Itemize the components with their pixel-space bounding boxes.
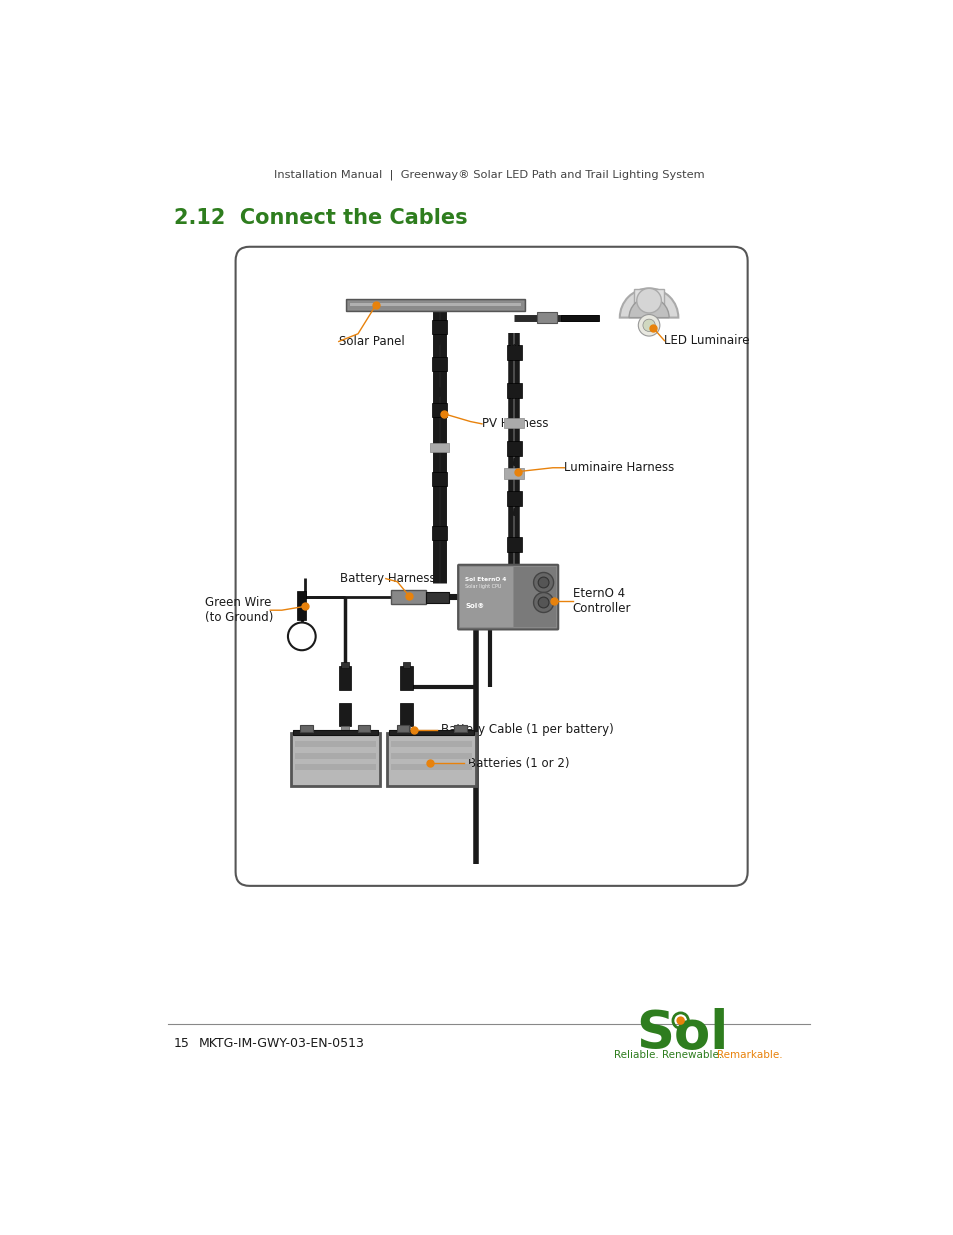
Bar — [454, 725, 466, 732]
Bar — [504, 417, 524, 429]
Bar — [506, 345, 521, 359]
Bar — [391, 590, 425, 604]
Bar — [432, 526, 447, 540]
Bar — [291, 734, 379, 785]
Text: Battery Harness: Battery Harness — [339, 572, 435, 585]
Bar — [506, 441, 521, 456]
Text: Green Wire
(to Ground): Green Wire (to Ground) — [205, 597, 273, 624]
Bar — [400, 703, 413, 726]
Text: EternO 4
Controller: EternO 4 Controller — [572, 587, 631, 615]
Circle shape — [676, 1016, 684, 1025]
Bar — [432, 320, 447, 333]
Text: Batteries (1 or 2): Batteries (1 or 2) — [468, 757, 569, 769]
Bar — [346, 299, 524, 311]
FancyBboxPatch shape — [235, 247, 747, 885]
Text: 15: 15 — [173, 1037, 190, 1050]
Bar — [402, 662, 410, 668]
Bar — [425, 592, 449, 603]
Bar — [430, 443, 449, 452]
Bar — [400, 667, 413, 689]
Bar — [391, 741, 472, 747]
Text: Sol®: Sol® — [464, 603, 484, 609]
Text: Solar light CPU: Solar light CPU — [464, 584, 501, 589]
Text: 2.12  Connect the Cables: 2.12 Connect the Cables — [173, 207, 467, 227]
Text: Remarkable.: Remarkable. — [716, 1050, 781, 1061]
Bar — [293, 730, 377, 735]
Bar — [338, 667, 351, 689]
Text: Sol: Sol — [636, 1008, 727, 1060]
Circle shape — [288, 622, 315, 651]
Bar — [506, 537, 521, 552]
Bar — [391, 752, 472, 758]
Text: PV Harness: PV Harness — [481, 417, 548, 430]
Bar — [341, 726, 349, 734]
Bar — [348, 300, 523, 310]
Text: Battery Cable (1 per battery): Battery Cable (1 per battery) — [440, 722, 614, 736]
Bar — [300, 725, 313, 732]
Bar — [537, 312, 557, 324]
Circle shape — [636, 288, 660, 312]
Text: MKTG-IM-GWY-03-EN-0513: MKTG-IM-GWY-03-EN-0513 — [198, 1037, 364, 1050]
Circle shape — [638, 315, 659, 336]
Bar — [396, 725, 409, 732]
Bar — [387, 734, 476, 785]
Bar — [506, 490, 521, 506]
Bar — [350, 303, 520, 306]
Bar — [357, 725, 370, 732]
Text: Solar Panel: Solar Panel — [338, 335, 404, 348]
Text: Installation Manual  |  Greenway® Solar LED Path and Trail Lighting System: Installation Manual | Greenway® Solar LE… — [274, 170, 703, 180]
Wedge shape — [619, 288, 678, 317]
Text: Reliable. Renewable.: Reliable. Renewable. — [614, 1050, 725, 1061]
Bar — [294, 752, 375, 758]
FancyBboxPatch shape — [457, 564, 558, 630]
Bar — [504, 468, 524, 478]
Text: LED Luminaire: LED Luminaire — [664, 335, 749, 347]
Bar — [297, 592, 306, 620]
Bar — [633, 289, 664, 312]
Circle shape — [537, 577, 548, 588]
Circle shape — [533, 593, 553, 613]
Bar — [432, 357, 447, 370]
Bar — [514, 567, 556, 627]
Bar — [432, 403, 447, 417]
Bar — [294, 764, 375, 771]
Bar — [506, 383, 521, 399]
Circle shape — [642, 319, 655, 331]
Bar — [341, 662, 349, 668]
Bar — [402, 726, 410, 734]
Bar — [391, 764, 472, 771]
Bar — [460, 567, 513, 627]
Bar — [338, 703, 351, 726]
Bar — [560, 315, 598, 321]
Text: Luminaire Harness: Luminaire Harness — [564, 461, 674, 474]
Bar — [389, 730, 474, 735]
Bar — [294, 741, 375, 747]
Bar — [432, 472, 447, 487]
Text: Sol EternO 4: Sol EternO 4 — [464, 577, 506, 582]
Circle shape — [533, 573, 553, 593]
Wedge shape — [628, 298, 668, 317]
Circle shape — [537, 597, 548, 608]
